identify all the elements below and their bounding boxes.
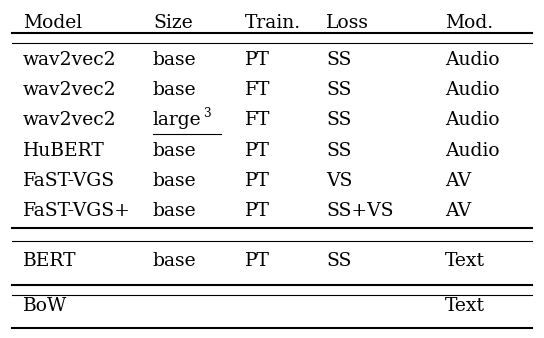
Text: SS: SS (326, 112, 351, 129)
Text: PT: PT (245, 142, 270, 160)
Text: AV: AV (445, 172, 471, 190)
Text: SS: SS (326, 81, 351, 99)
Text: SS: SS (326, 51, 351, 69)
Text: base: base (153, 51, 196, 69)
Text: base: base (153, 81, 196, 99)
Text: base: base (153, 252, 196, 270)
Text: Model: Model (23, 14, 82, 32)
Text: large: large (153, 112, 202, 129)
Text: wav2vec2: wav2vec2 (23, 51, 116, 69)
Text: BERT: BERT (23, 252, 77, 270)
Text: PT: PT (245, 172, 270, 190)
Text: PT: PT (245, 51, 270, 69)
Text: AV: AV (445, 202, 471, 220)
Text: Text: Text (445, 252, 485, 270)
Text: Loss: Loss (326, 14, 369, 32)
Text: Audio: Audio (445, 112, 500, 129)
Text: Train.: Train. (245, 14, 301, 32)
Text: FaST-VGS+: FaST-VGS+ (23, 202, 131, 220)
Text: Mod.: Mod. (445, 14, 493, 32)
Text: FT: FT (245, 81, 270, 99)
Text: HuBERT: HuBERT (23, 142, 105, 160)
Text: FaST-VGS: FaST-VGS (23, 172, 115, 190)
Text: base: base (153, 172, 196, 190)
Text: VS: VS (326, 172, 353, 190)
Text: SS: SS (326, 252, 351, 270)
Text: Audio: Audio (445, 51, 500, 69)
Text: wav2vec2: wav2vec2 (23, 81, 116, 99)
Text: PT: PT (245, 202, 270, 220)
Text: wav2vec2: wav2vec2 (23, 112, 116, 129)
Text: Size: Size (153, 14, 193, 32)
Text: Audio: Audio (445, 81, 500, 99)
Text: FT: FT (245, 112, 270, 129)
Text: Audio: Audio (445, 142, 500, 160)
Text: PT: PT (245, 252, 270, 270)
Text: BoW: BoW (23, 297, 67, 315)
Text: 3: 3 (203, 106, 211, 120)
Text: SS: SS (326, 142, 351, 160)
Text: base: base (153, 202, 196, 220)
Text: base: base (153, 142, 196, 160)
Text: Text: Text (445, 297, 485, 315)
Text: SS+VS: SS+VS (326, 202, 394, 220)
